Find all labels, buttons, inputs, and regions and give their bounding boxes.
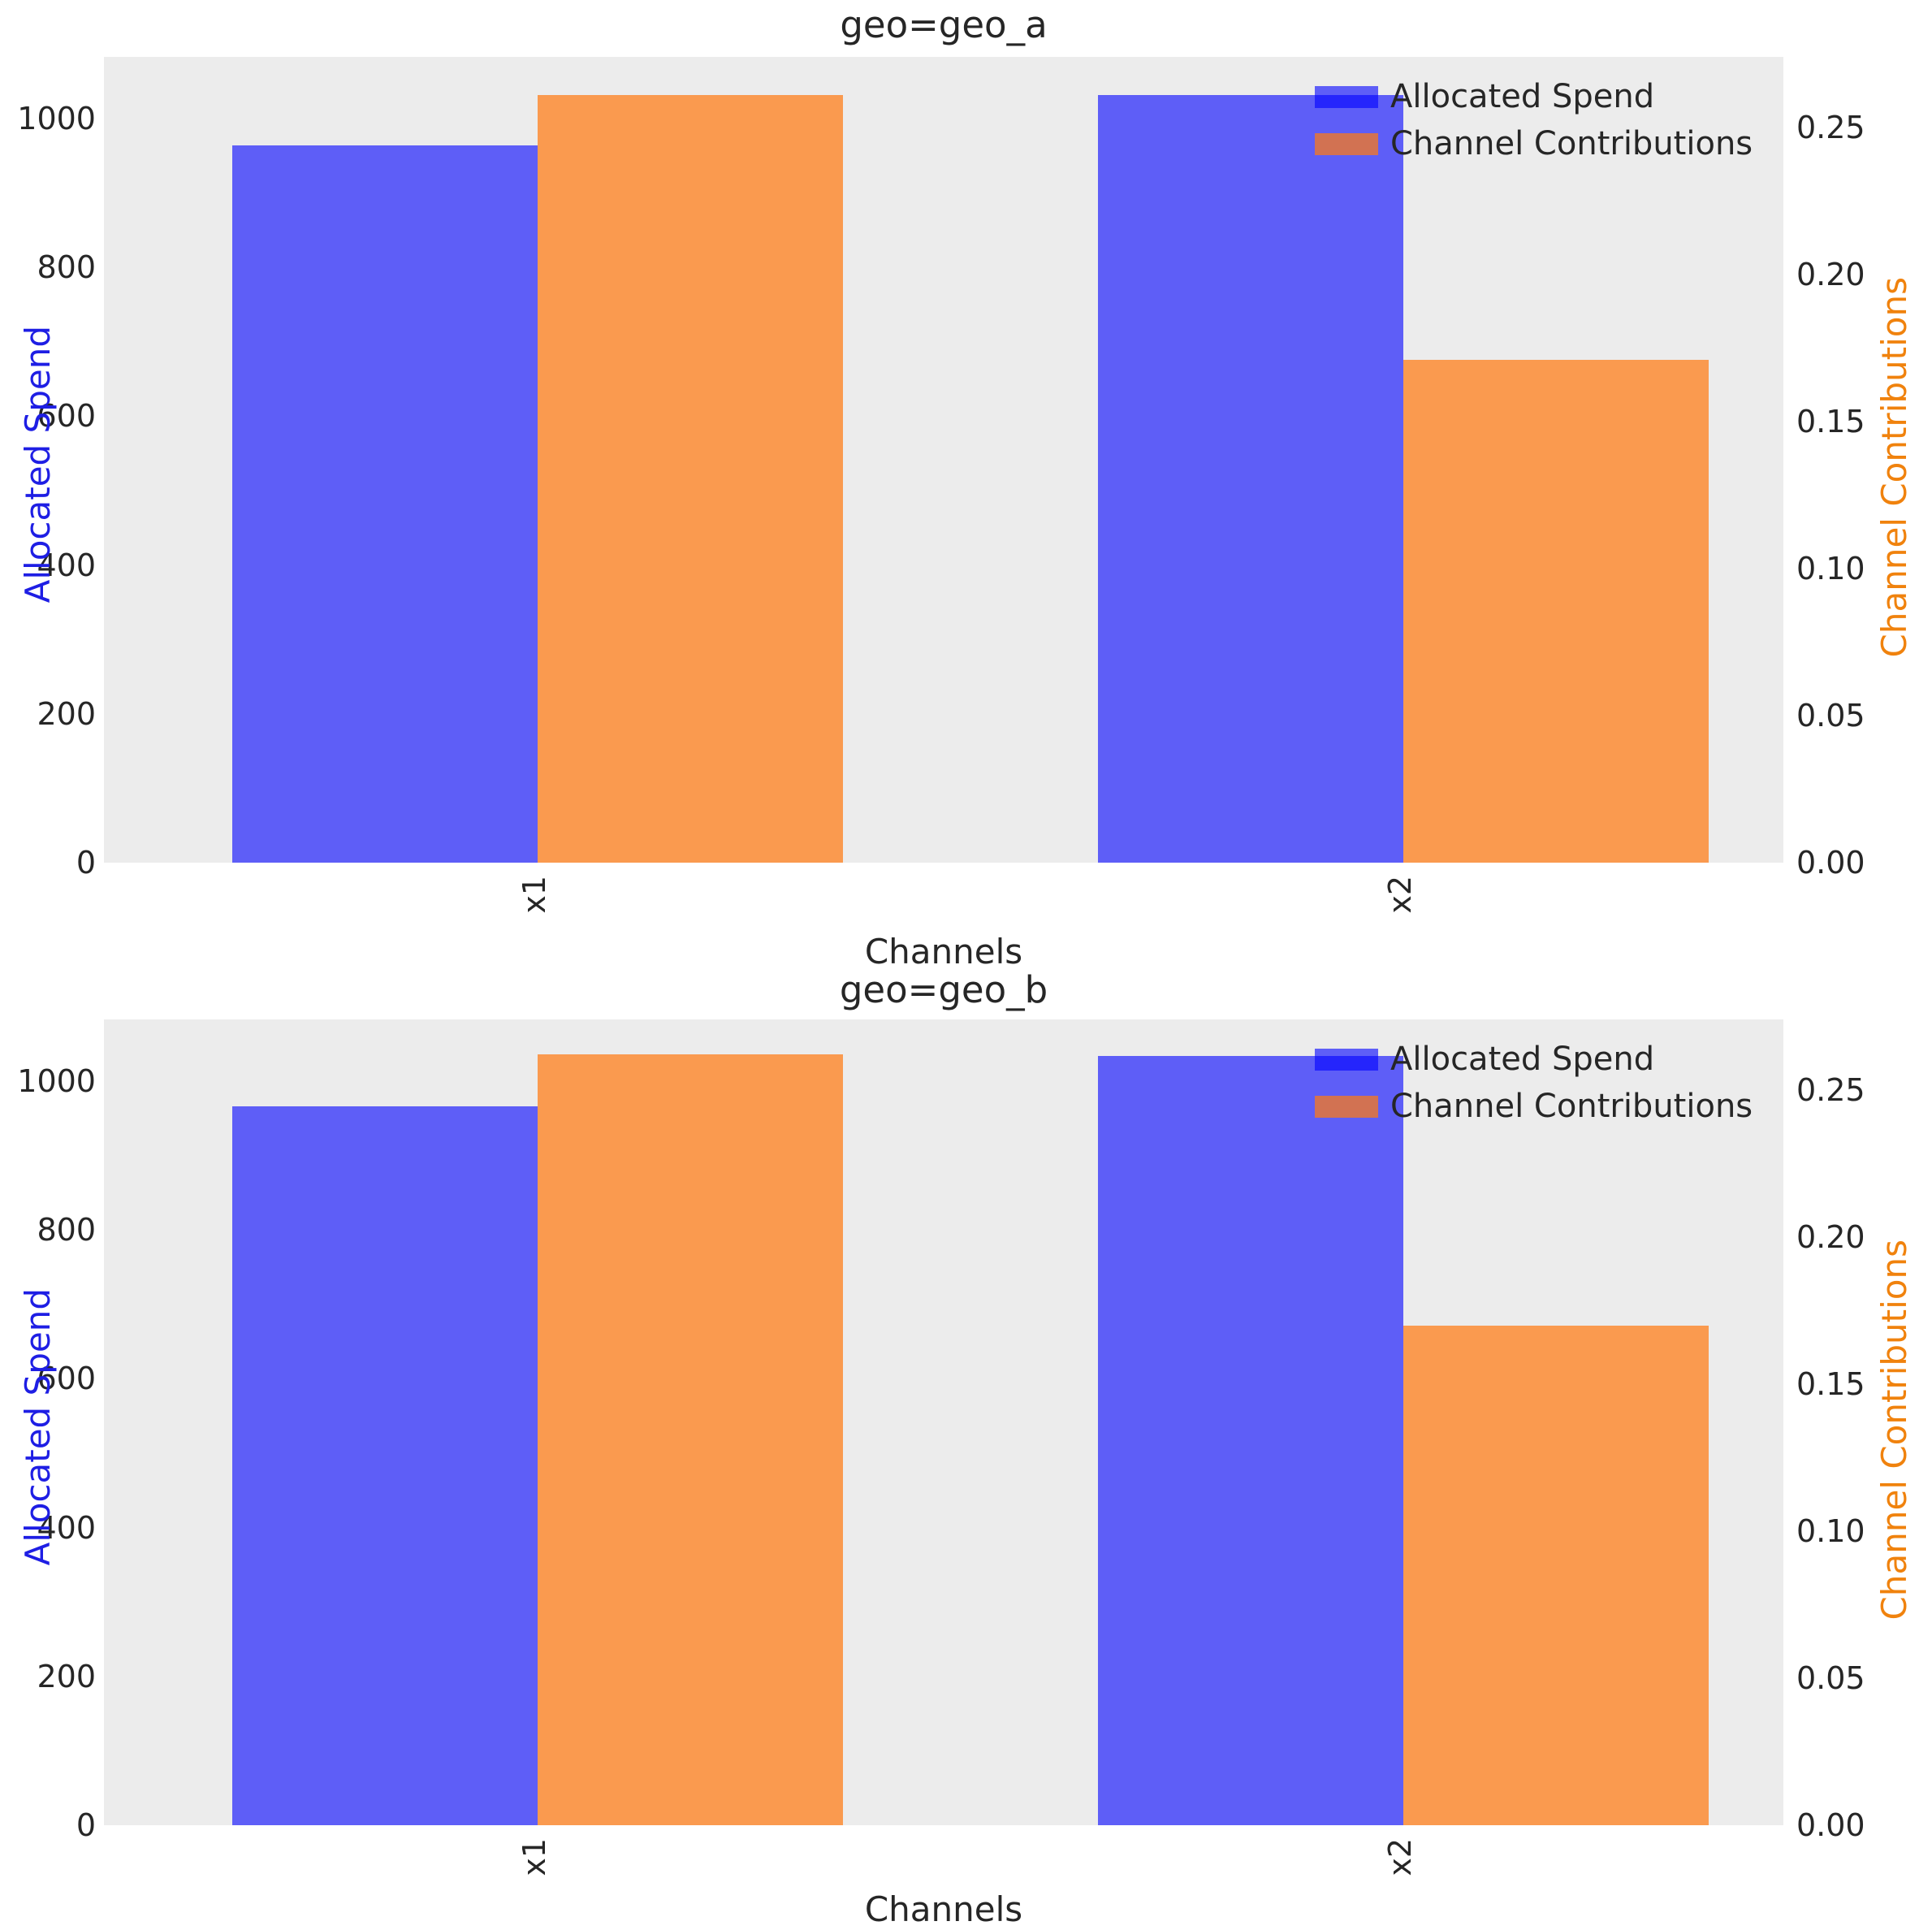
bar-channel-contributions-x1 [538, 95, 843, 863]
legend-swatch-allocated-spend [1315, 1048, 1378, 1071]
ytick-label-left: 200 [37, 1659, 96, 1694]
xlabel: Channels [864, 932, 1023, 971]
ytick-label-right: 0.05 [1796, 698, 1865, 733]
ytick-label-left: 1000 [17, 101, 96, 136]
bar-allocated-spend-x1 [232, 145, 538, 863]
ytick-label-left: 1000 [17, 1063, 96, 1099]
legend-label: Channel Contributions [1390, 125, 1753, 162]
ytick-label-left: 800 [37, 1212, 96, 1248]
legend-item: Channel Contributions [1315, 126, 1753, 162]
ytick-label-right: 0.00 [1796, 845, 1865, 881]
ytick-label-right: 0.05 [1796, 1660, 1865, 1696]
chart-title: geo=geo_b [839, 968, 1048, 1011]
legend-item: Allocated Spend [1315, 1041, 1654, 1077]
bar-allocated-spend-x2 [1098, 1056, 1403, 1825]
ytick-label-right: 0.20 [1796, 1219, 1865, 1255]
ytick-label-left: 600 [37, 1361, 96, 1396]
ytick-label-left: 800 [37, 249, 96, 285]
legend-item: Channel Contributions [1315, 1088, 1753, 1124]
legend-label: Channel Contributions [1390, 1088, 1753, 1125]
ytick-label-right: 0.15 [1796, 1366, 1865, 1402]
ytick-label-right: 0.00 [1796, 1807, 1865, 1843]
legend-swatch-channel-contributions [1315, 1095, 1378, 1118]
ytick-label-left: 400 [37, 547, 96, 583]
bar-channel-contributions-x2 [1403, 360, 1709, 863]
ylabel-right: Channel Contributions [1874, 1240, 1914, 1621]
ytick-label-left: 0 [76, 845, 96, 881]
xlabel: Channels [864, 1889, 1023, 1929]
ytick-label-right: 0.25 [1796, 1072, 1865, 1108]
legend-swatch-allocated-spend [1315, 85, 1378, 108]
xtick-label-x1: x1 [516, 1838, 552, 1876]
ytick-label-left: 200 [37, 696, 96, 732]
xtick-label-x2: x2 [1382, 1838, 1418, 1876]
ytick-label-right: 0.10 [1796, 551, 1865, 586]
ylabel-left: Allocated Spend [18, 1288, 58, 1566]
legend-item: Allocated Spend [1315, 79, 1654, 115]
legend-swatch-channel-contributions [1315, 132, 1378, 155]
legend-label: Allocated Spend [1390, 1041, 1655, 1078]
bar-channel-contributions-x2 [1403, 1326, 1709, 1825]
ytick-label-right: 0.20 [1796, 257, 1865, 292]
ytick-label-right: 0.10 [1796, 1513, 1865, 1549]
legend-label: Allocated Spend [1390, 78, 1655, 115]
ytick-label-right: 0.25 [1796, 110, 1865, 145]
ytick-label-left: 0 [76, 1807, 96, 1843]
ytick-label-right: 0.15 [1796, 404, 1865, 439]
bar-allocated-spend-x1 [232, 1106, 538, 1825]
ytick-label-left: 600 [37, 398, 96, 434]
ytick-label-left: 400 [37, 1510, 96, 1546]
chart-title: geo=geo_a [840, 3, 1048, 46]
bar-channel-contributions-x1 [538, 1054, 843, 1825]
bar-allocated-spend-x2 [1098, 95, 1403, 863]
